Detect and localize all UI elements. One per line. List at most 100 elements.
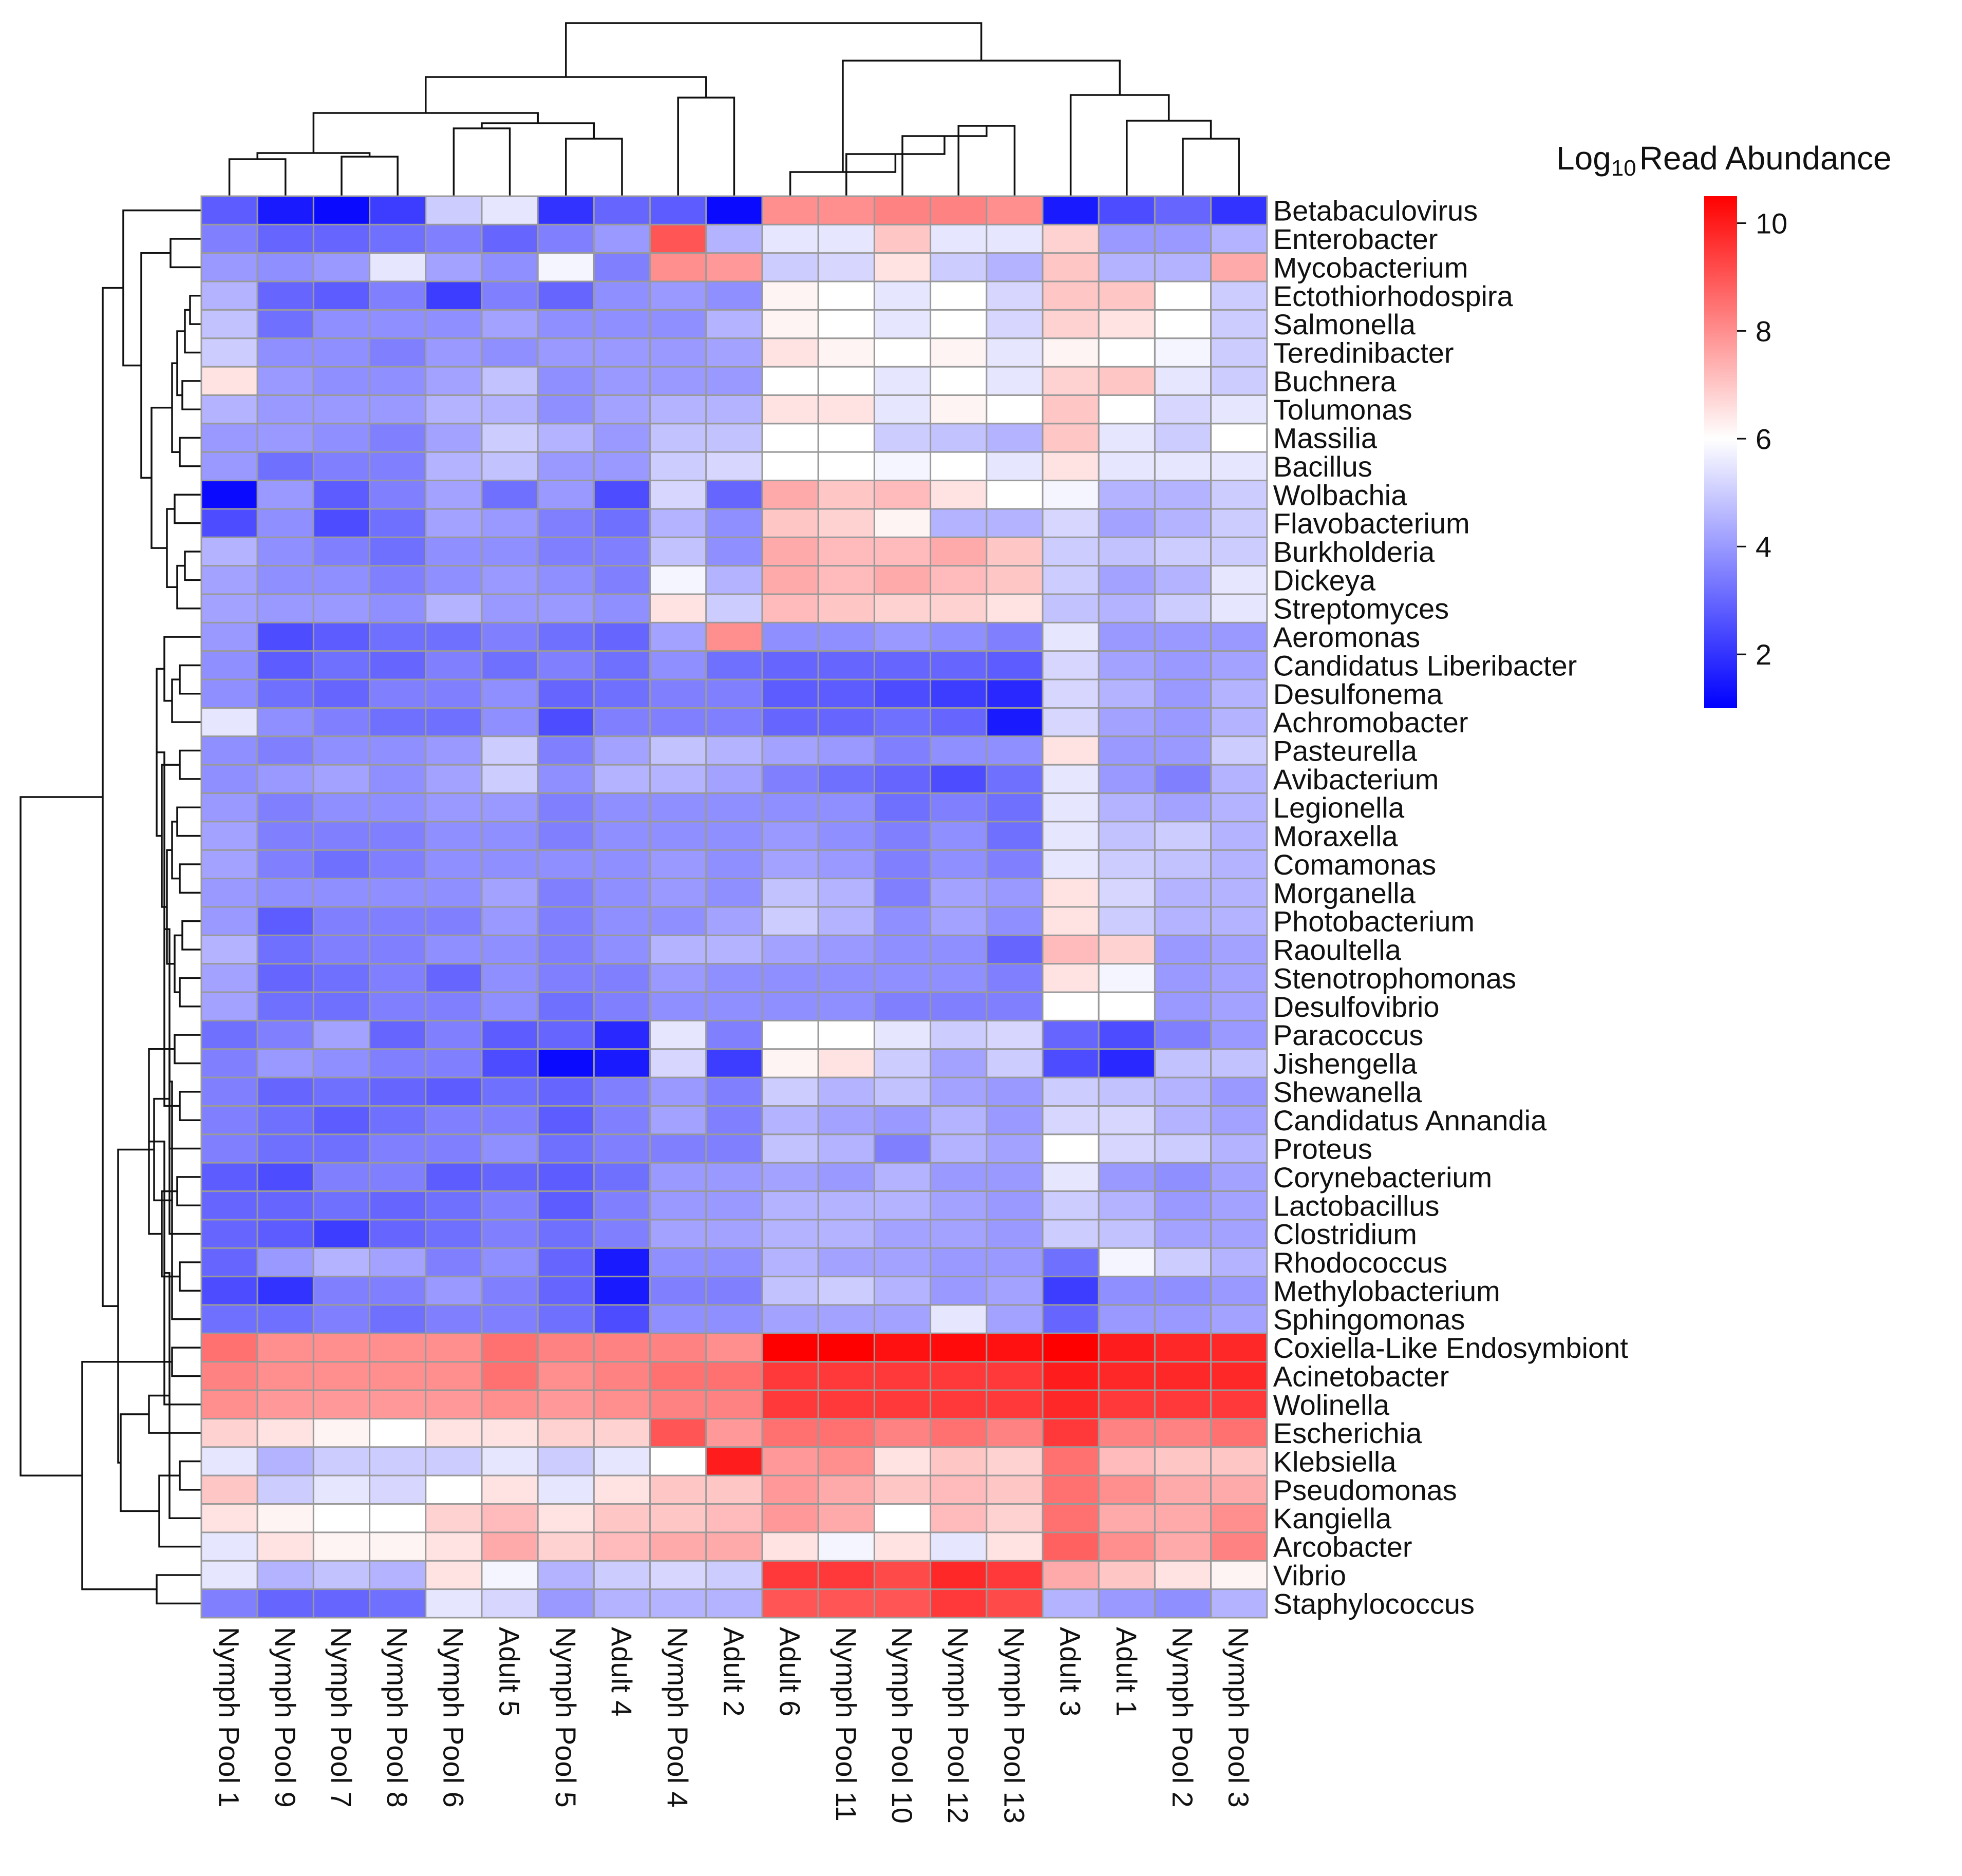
heatmap-cell bbox=[312, 1361, 371, 1391]
heatmap-cell bbox=[200, 1076, 258, 1107]
heatmap-cell bbox=[593, 878, 651, 908]
heatmap-cell bbox=[1098, 1503, 1156, 1533]
heatmap-cell bbox=[761, 1332, 819, 1363]
heatmap-cell bbox=[256, 678, 314, 709]
dendrogram-branch bbox=[181, 380, 201, 410]
heatmap-cell bbox=[817, 678, 875, 709]
heatmap-cell bbox=[873, 1389, 932, 1419]
heatmap-cell bbox=[425, 337, 483, 368]
row-label: Desulfovibrio bbox=[1273, 991, 1440, 1023]
heatmap-cell bbox=[649, 1276, 707, 1306]
heatmap-cell bbox=[1042, 735, 1100, 766]
heatmap-cell bbox=[312, 195, 371, 225]
dendrogram-branch bbox=[140, 252, 171, 479]
heatmap-cell bbox=[425, 678, 483, 709]
heatmap-cell bbox=[1154, 735, 1212, 766]
heatmap-cell bbox=[1098, 1332, 1156, 1363]
heatmap-cell bbox=[593, 678, 651, 709]
heatmap-cell bbox=[986, 394, 1044, 425]
heatmap-cell bbox=[200, 1503, 258, 1533]
heatmap-cell bbox=[425, 1332, 483, 1363]
heatmap-cell bbox=[537, 878, 595, 908]
heatmap-cell bbox=[593, 280, 651, 311]
heatmap-cell bbox=[537, 792, 595, 823]
heatmap-cell bbox=[649, 1019, 707, 1050]
heatmap-cell bbox=[1042, 394, 1100, 425]
heatmap-cell bbox=[537, 1247, 595, 1278]
heatmap-cell bbox=[256, 906, 314, 936]
heatmap-cell bbox=[425, 223, 483, 254]
heatmap-cell bbox=[761, 536, 819, 567]
heatmap-cell bbox=[649, 593, 707, 623]
heatmap-cell bbox=[930, 394, 988, 425]
heatmap-cell bbox=[369, 309, 427, 339]
heatmap-cell bbox=[1042, 309, 1100, 339]
heatmap-cell bbox=[537, 309, 595, 339]
dendrogram-branch bbox=[149, 1140, 201, 1406]
column-label: Adult 6 bbox=[774, 1627, 806, 1716]
heatmap-cell bbox=[986, 1190, 1044, 1221]
heatmap-cell bbox=[761, 678, 819, 709]
heatmap-cell bbox=[312, 878, 371, 908]
heatmap-cell bbox=[873, 309, 932, 339]
heatmap-cell bbox=[1042, 1588, 1100, 1619]
heatmap-cell bbox=[256, 792, 314, 823]
heatmap-cell bbox=[1154, 991, 1212, 1021]
heatmap-cell bbox=[930, 1588, 988, 1619]
heatmap-cell bbox=[537, 707, 595, 737]
heatmap-cell bbox=[256, 1304, 314, 1334]
heatmap-cell bbox=[593, 1588, 651, 1619]
heatmap-cell bbox=[537, 1503, 595, 1533]
dendrogram-branch bbox=[171, 678, 201, 723]
column-label: Nymph Pool 1 bbox=[213, 1627, 246, 1808]
row-label: Paracoccus bbox=[1273, 1019, 1424, 1051]
heatmap-cell bbox=[761, 1019, 819, 1050]
heatmap-cell bbox=[930, 1133, 988, 1164]
heatmap-cell bbox=[1154, 934, 1212, 965]
column-label: Nymph Pool 7 bbox=[325, 1627, 357, 1808]
heatmap-cell bbox=[312, 337, 371, 368]
heatmap-cell bbox=[1042, 934, 1100, 965]
row-label: Ectothiorhodospira bbox=[1273, 280, 1514, 312]
heatmap-cell bbox=[537, 1531, 595, 1562]
heatmap-cell bbox=[200, 480, 258, 510]
heatmap-cell bbox=[200, 1190, 258, 1221]
heatmap-cell bbox=[873, 366, 932, 396]
heatmap-cell bbox=[930, 508, 988, 538]
heatmap-cell bbox=[705, 821, 763, 851]
heatmap-cell bbox=[761, 878, 819, 908]
heatmap-cell bbox=[481, 1133, 539, 1164]
heatmap-cell bbox=[256, 1048, 314, 1078]
heatmap-cell bbox=[873, 849, 932, 880]
heatmap-cell bbox=[873, 536, 932, 567]
column-label: Nymph Pool 3 bbox=[1222, 1627, 1255, 1808]
heatmap-cell bbox=[873, 1190, 932, 1221]
heatmap-cell bbox=[537, 849, 595, 880]
heatmap-cell bbox=[256, 1105, 314, 1135]
heatmap-cell bbox=[1098, 1531, 1156, 1562]
row-label: Arcobacter bbox=[1273, 1531, 1412, 1563]
heatmap-cell bbox=[705, 1276, 763, 1306]
heatmap-cell bbox=[256, 309, 314, 339]
heatmap-cell bbox=[1042, 678, 1100, 709]
row-label: Desulfonema bbox=[1273, 678, 1443, 710]
heatmap-cell bbox=[930, 423, 988, 453]
heatmap-cell bbox=[200, 394, 258, 425]
heatmap-cell bbox=[761, 280, 819, 311]
heatmap-cell bbox=[425, 1560, 483, 1590]
heatmap-cell bbox=[761, 252, 819, 282]
heatmap-cell bbox=[481, 1190, 539, 1221]
heatmap-cell bbox=[1098, 1304, 1156, 1334]
heatmap-cell bbox=[1098, 1560, 1156, 1590]
heatmap-cell bbox=[425, 565, 483, 595]
heatmap-cell bbox=[256, 1361, 314, 1391]
heatmap-cell bbox=[593, 1276, 651, 1306]
heatmap-cell bbox=[369, 1588, 427, 1619]
heatmap-cell bbox=[593, 991, 651, 1021]
heatmap-cell bbox=[930, 223, 988, 254]
dendrogram-branch bbox=[171, 821, 180, 880]
heatmap-cell bbox=[649, 1418, 707, 1448]
heatmap-cell bbox=[930, 195, 988, 225]
heatmap-cell bbox=[649, 480, 707, 510]
heatmap-cell bbox=[817, 223, 875, 254]
